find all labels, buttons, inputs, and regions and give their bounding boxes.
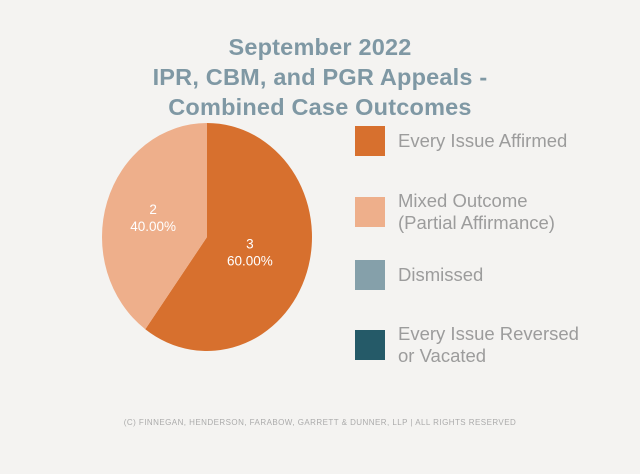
chart-legend: Every Issue Affirmed Mixed Outcome (Parti… [355, 126, 605, 367]
legend-swatch-icon [355, 197, 385, 227]
legend-swatch-icon [355, 260, 385, 290]
pie-slice-label-mixed-outcome-partial-affirmance: 2 40.00% [130, 202, 176, 234]
legend-label: Dismissed [398, 264, 484, 285]
legend-item-dismissed: Dismissed [355, 260, 605, 290]
pie-slice-label-every-issue-affirmed: 3 60.00% [227, 236, 273, 268]
legend-item-mixed-outcome: Mixed Outcome (Partial Affirmance) [355, 190, 605, 234]
chart-title-line-2: IPR, CBM, and PGR Appeals - [152, 64, 488, 90]
pie-slice-mixed-outcome-partial-affirmance [101, 122, 207, 330]
legend-label: Every Issue Reversed or Vacated [398, 323, 579, 366]
chart-title-line-3: Combined Case Outcomes [168, 94, 472, 120]
legend-label: Every Issue Affirmed [398, 130, 568, 151]
legend-item-every-issue-reversed: Every Issue Reversed or Vacated [355, 323, 605, 367]
chart-title: September 2022 IPR, CBM, and PGR Appeals… [0, 32, 640, 122]
legend-label: Mixed Outcome (Partial Affirmance) [398, 190, 555, 233]
legend-item-every-issue-affirmed: Every Issue Affirmed [355, 126, 605, 156]
legend-swatch-icon [355, 330, 385, 360]
pie-slice-every-issue-affirmed [145, 123, 312, 351]
legend-swatch-icon [355, 126, 385, 156]
copyright-footer: (C) FINNEGAN, HENDERSON, FARABOW, GARRET… [123, 418, 517, 427]
chart-title-line-1: September 2022 [228, 34, 412, 60]
